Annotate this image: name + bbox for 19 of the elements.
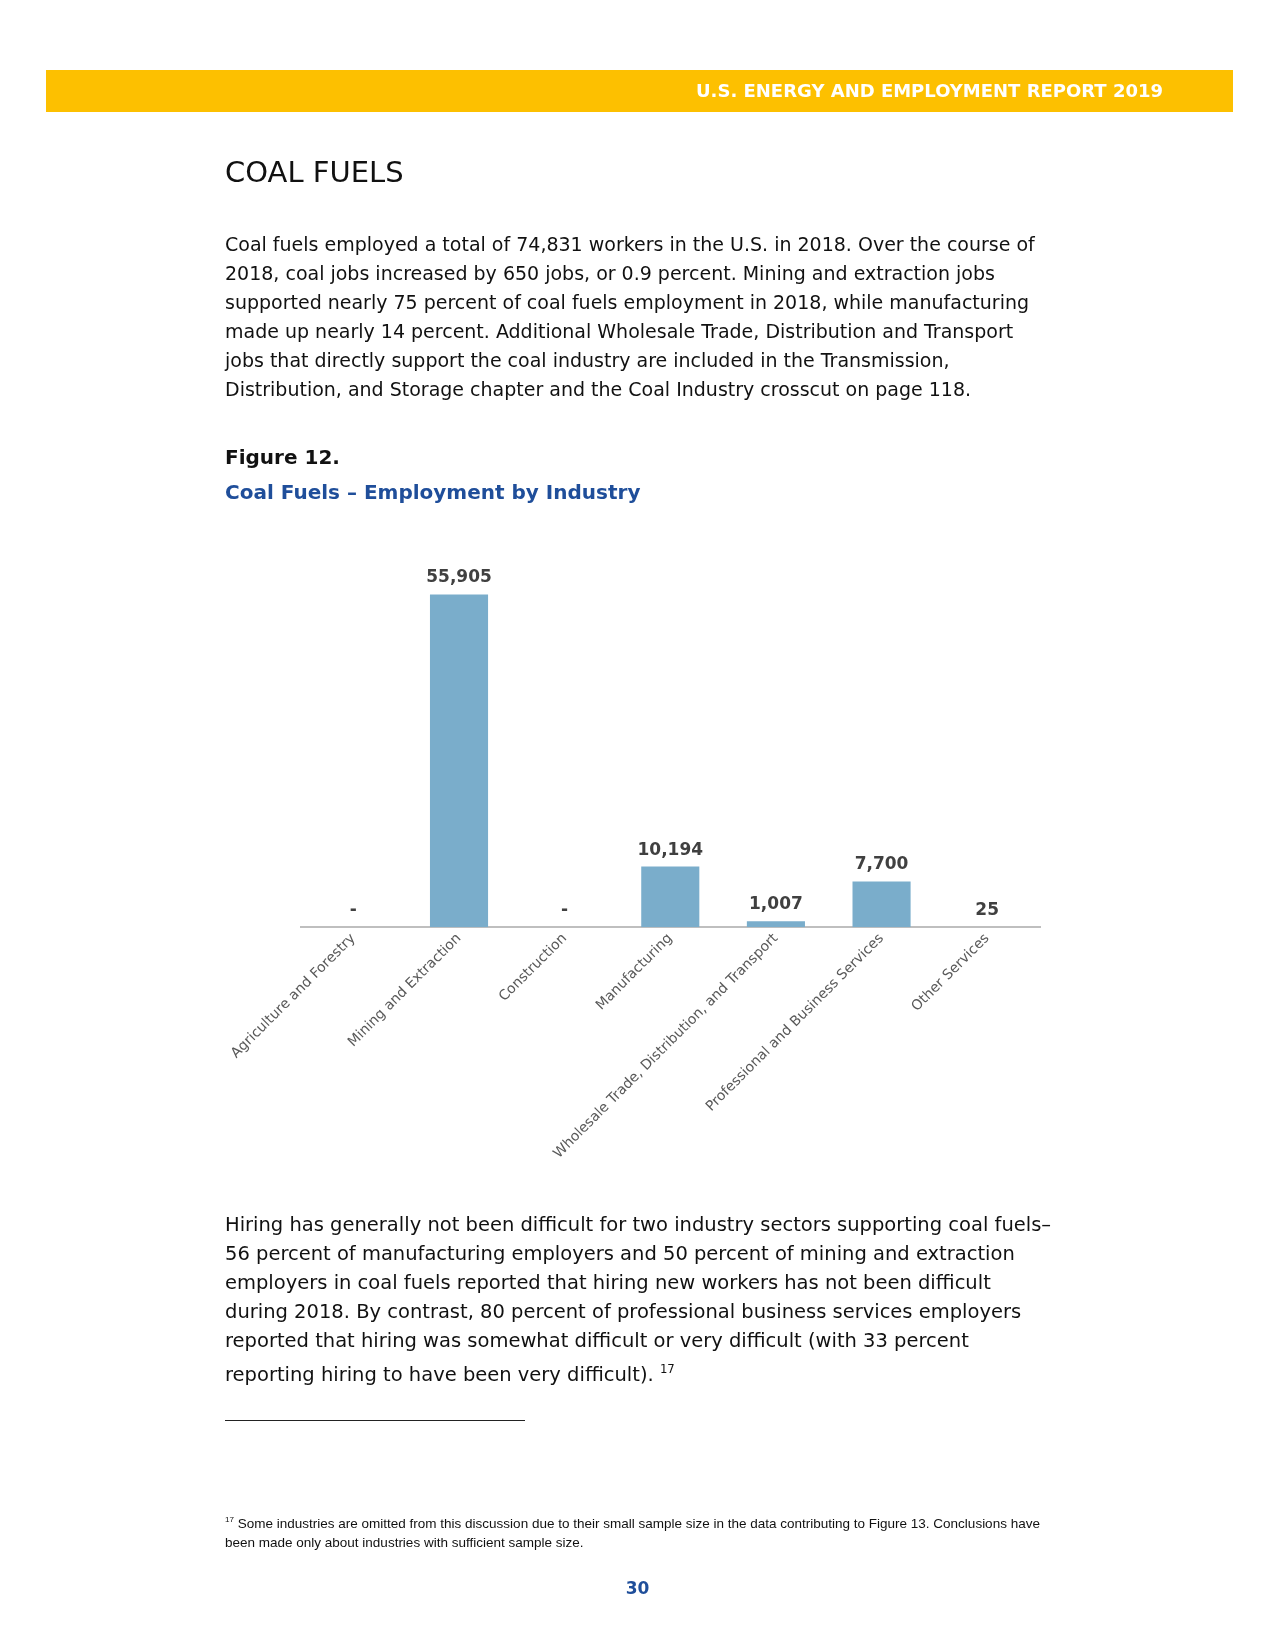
data-label: 55,905 <box>426 566 492 587</box>
bar <box>852 881 911 928</box>
data-label: 1,007 <box>749 893 803 914</box>
bar <box>641 866 700 928</box>
text: $^{17}$ Some industries are omitted from this discussion due to their small sample size in the data contributing to Figure 13. Conclusions have been made only about industries with sufficient sample size. <box>225 1514 1041 1552</box>
data-label: 25 <box>975 899 1000 920</box>
caption: Figure 12. <box>225 445 340 469</box>
data-label: - <box>349 899 357 920</box>
data-label: 7,700 <box>854 853 909 874</box>
data-label: 10,194 <box>637 838 704 859</box>
chart-title: Coal Fuels – Employment by Industry <box>225 480 641 504</box>
text: COAL FUELS <box>225 155 404 189</box>
text: U.S. ENERGY AND EMPLOYMENT REPORT 2019 <box>46 70 1233 112</box>
text: Hiring has generally not been difficult for two industry sectors supporting coal fuels–56 percent of manufacturing employers and 50 percent of mining and extraction employers in coal fuels reported that hiring new workers has not been difficult during 2018. By contrast, 80 percent of professional business services employers reported that hiring was somewhat difficult or very difficult (with 33 percent reporting hiring to have been very difficult). $^{17}$ <box>225 1212 1053 1388</box>
bar <box>746 921 805 928</box>
text: 30 <box>624 1578 651 1598</box>
bar <box>429 594 489 928</box>
text: Coal fuels employed a total of 74,831 workers in the U.S. in 2018. Over the course of 2018, coal jobs increased by 650 jobs, or 0.9 percent. Mining and extraction jobs supported nearly 75 percent of coal fuels employment in 2018, while manufacturing made up nearly 14 percent. Additional Wholesale Trade, Distribution and Transport jobs that directly support the coal industry are included in the Transmission, Distribution, and Storage chapter and the Coal Industry crosscut on page 118. <box>225 232 1036 402</box>
data-label: - <box>561 899 569 920</box>
